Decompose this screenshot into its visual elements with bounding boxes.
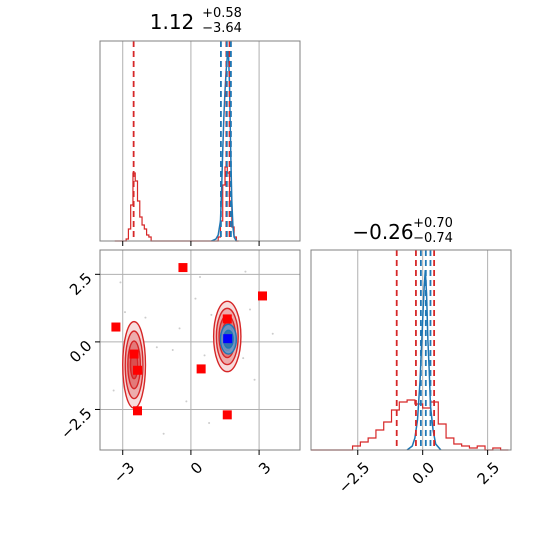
title-lower-error: −0.74 [413,231,453,246]
faint-sample-point [244,270,247,273]
x-tick-label: 0.0 [409,458,439,488]
faint-sample-point [155,346,158,349]
panel-bottom-right-histogram: −2.5 0.0 2.5 −0.26 +0.70−0.74 [310,216,512,497]
blue-histogram [406,269,442,451]
top-panel-frame [99,40,301,242]
faint-sample-point [112,389,115,392]
faint-sample-point [253,378,256,381]
title-median: −0.26 [352,220,413,244]
x-tick-label: 2.5 [474,458,504,488]
panel-top-left-histogram: 1.12 +0.58−3.64 [99,6,301,246]
red-square-marker [258,291,267,301]
title-upper-error: +0.70 [413,216,453,231]
red-square-marker [133,365,142,375]
red-square-marker [196,364,206,374]
faint-sample-point [249,308,251,311]
red-square-marker [129,349,139,359]
faint-sample-point [185,400,188,403]
title-median: 1.12 [150,10,195,34]
faint-sample-point [144,316,147,319]
red-square-marker [222,410,232,420]
y-tick-label: −2.5 [57,404,95,442]
title-lower-error: −3.64 [202,21,242,36]
red-square-marker [222,314,232,324]
x-tick-label: −3 [110,458,138,486]
y-tick-label: 0.0 [66,337,96,367]
blue-square-marker [223,334,233,344]
scatter-panel-frame [99,249,301,451]
red-histogram [311,399,509,451]
x-tick-label: −2.5 [335,458,373,496]
faint-sample-point [119,281,122,284]
faint-sample-point [194,297,197,300]
x-tick-label: 3 [255,458,274,477]
faint-sample-point [203,354,206,357]
red-square-marker [111,322,121,332]
panel-bottom-left-scatter: −3 0 3 2.5 0.0 −2.5 [57,249,301,487]
blue-histogram [211,50,238,242]
faint-sample-point [208,421,211,424]
right-panel-frame [310,249,512,451]
faint-sample-point [171,349,174,351]
faint-sample-point [178,327,181,330]
red-square-marker [178,263,188,273]
y-tick-label: 2.5 [66,269,96,299]
faint-sample-point [124,311,126,314]
faint-sample-point [242,357,245,360]
red-square-marker [133,406,142,416]
faint-sample-point [271,332,274,335]
faint-sample-point [162,432,165,435]
faint-sample-point [199,276,201,279]
title-upper-error: +0.58 [202,6,242,21]
x-tick-label: 0 [187,458,206,477]
faint-sample-point [210,313,213,316]
